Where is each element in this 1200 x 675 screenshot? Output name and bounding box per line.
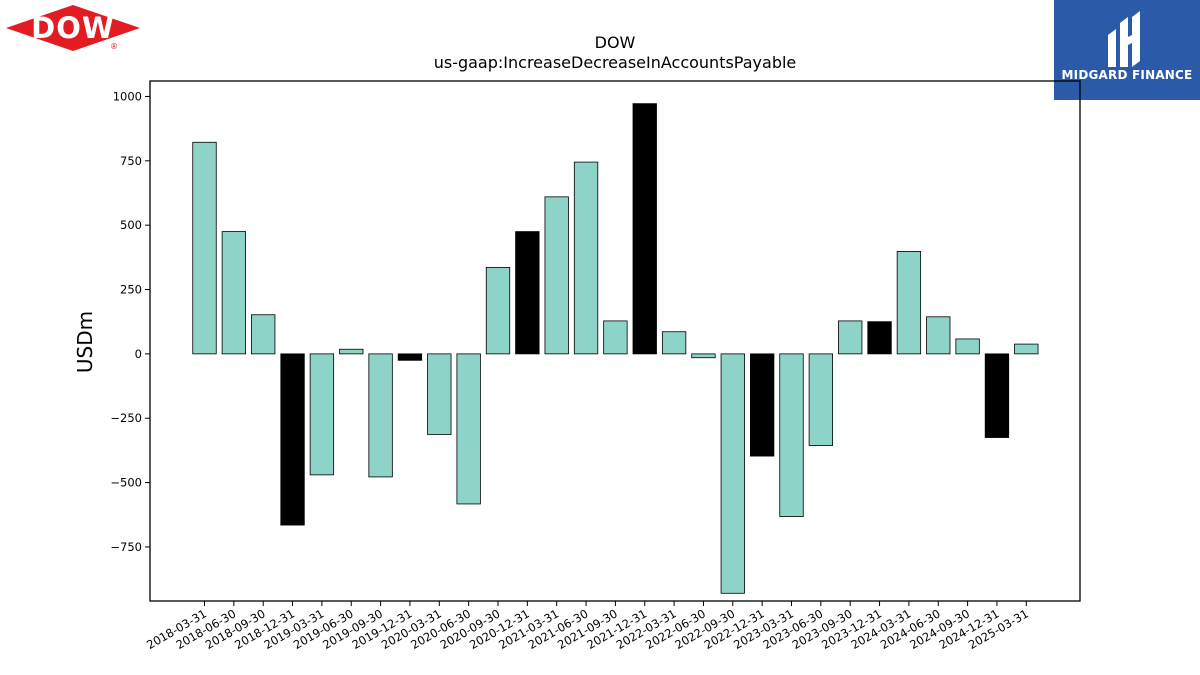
bar-2018-03-31 [192,141,217,355]
bar-2020-03-31 [427,353,452,435]
bar-2018-12-31 [280,353,305,526]
bar-2020-06-30 [456,353,481,505]
bar-2023-09-30 [838,320,863,355]
plot-frame [149,80,1081,602]
bar-2019-09-30 [368,353,393,478]
y-tick-label: 0 [135,347,142,361]
bar-2022-09-30 [720,353,745,594]
midgard-finance-logo: MIDGARD FINANCE [1054,0,1200,100]
bar-2021-03-31 [544,196,569,355]
bar-2024-12-31 [984,353,1010,438]
y-axis-label: USDm [73,311,97,373]
x-axis: 2018-03-312018-06-302018-09-302018-12-31… [144,601,1031,652]
bar-2019-03-31 [309,353,335,476]
dow-logo-registered: ® [110,42,118,51]
midgard-emblem-icon [1108,11,1140,67]
y-tick-label: 500 [120,218,142,232]
bar-2019-12-31 [397,353,423,361]
bar-2023-03-31 [779,353,804,517]
y-axis: −750 −500 −250 0 250 500 750 1000 [110,89,150,554]
bar-2021-12-31 [632,103,657,355]
y-tick-label: 750 [120,154,142,168]
bar-2021-09-30 [603,320,628,355]
bar-2020-09-30 [485,266,511,355]
bar-2018-06-30 [221,231,247,355]
bar-2022-06-30 [691,353,716,359]
y-tick-label: −750 [110,540,142,554]
bars-group [192,103,1039,594]
midgard-logo-text: MIDGARD FINANCE [1061,68,1193,82]
y-tick-label: −250 [110,411,142,425]
y-tick-label: 250 [120,283,142,297]
dow-logo-diamond [6,5,140,51]
bar-2024-06-30 [926,316,951,355]
bar-2020-12-31 [515,231,540,355]
y-tick-label: 1000 [113,89,142,103]
bar-2022-12-31 [750,353,775,457]
bar-2022-03-31 [661,331,687,355]
bar-2018-09-30 [251,314,276,355]
bar-2021-06-30 [573,161,599,355]
bar-2023-06-30 [808,353,833,446]
bar-2023-12-31 [867,321,892,355]
dow-logo: DOW ® [6,5,140,51]
bar-2019-06-30 [339,348,364,355]
chart-title: DOW [595,33,636,52]
bar-2024-03-31 [896,251,922,355]
bar-2024-09-30 [955,338,980,355]
chart-subtitle: us-gaap:IncreaseDecreaseInAccountsPayabl… [434,53,797,72]
dow-logo-text: DOW [31,11,115,45]
bar-2025-03-31 [1014,343,1039,355]
y-tick-label: −500 [110,476,142,490]
